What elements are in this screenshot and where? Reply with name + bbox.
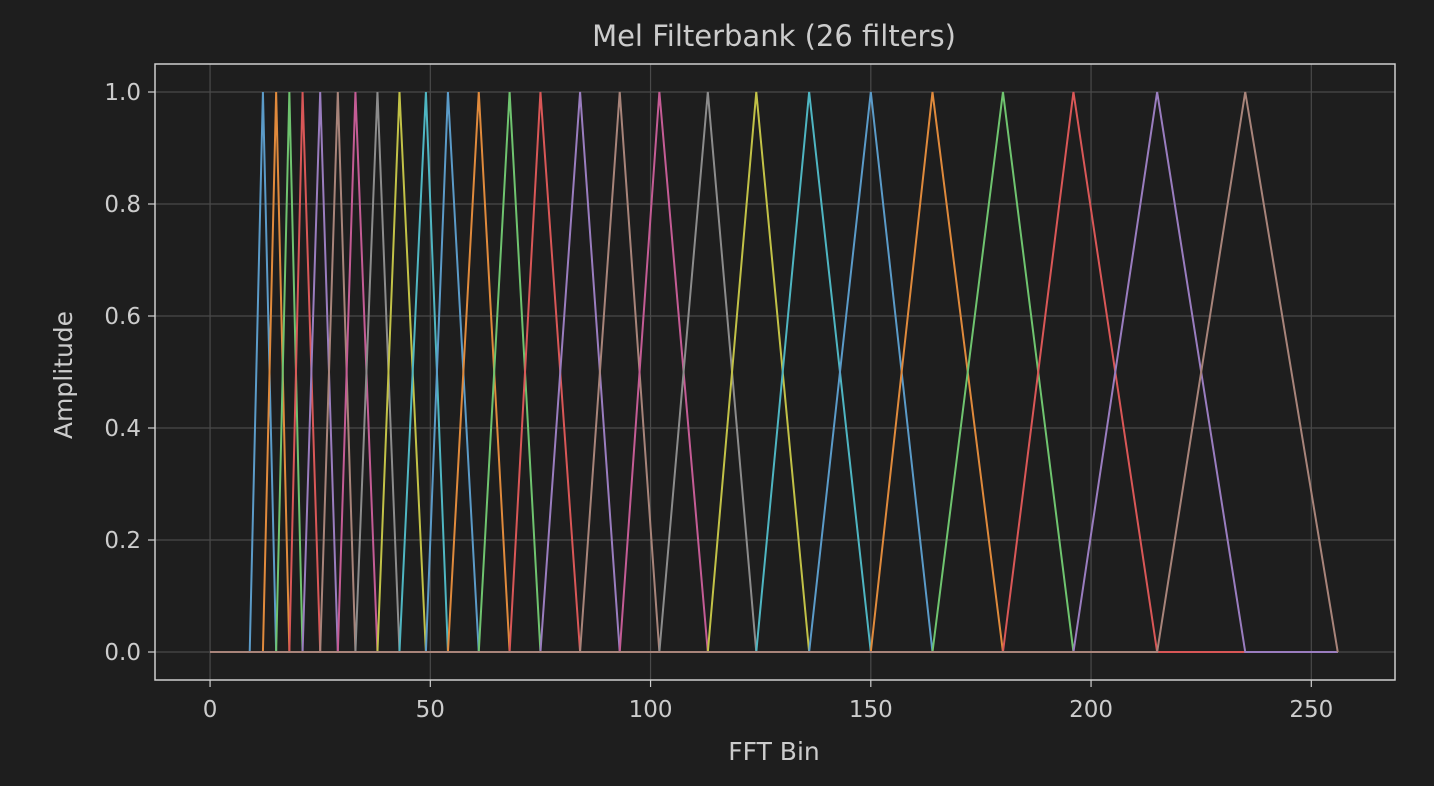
y-tick-label: 0.0 (104, 640, 141, 666)
y-tick-label: 0.2 (104, 528, 141, 554)
y-tick-label: 1.0 (104, 80, 141, 106)
y-tick-label: 0.4 (104, 416, 141, 442)
axis-ticks: 0 50 100 150 200 250 0.0 0.2 0.4 0.6 0.8 1.0 (104, 80, 1333, 723)
x-tick-label: 0 (203, 697, 218, 723)
filter-line-26 (210, 91, 1339, 653)
x-tick-label: 100 (629, 697, 673, 723)
axes-frame (154, 63, 1396, 681)
x-axis-label: FFT Bin (728, 737, 819, 766)
x-tick-label: 50 (416, 697, 445, 723)
x-tick-label: 150 (849, 697, 893, 723)
x-tick-label: 250 (1289, 697, 1333, 723)
filter-series (210, 91, 1339, 653)
y-tick-label: 0.6 (104, 304, 141, 330)
x-tick-label: 200 (1069, 697, 1113, 723)
chart-title: Mel Filterbank (26 filters) (592, 19, 956, 53)
y-tick-label: 0.8 (104, 192, 141, 218)
y-axis-label: Amplitude (49, 311, 78, 439)
